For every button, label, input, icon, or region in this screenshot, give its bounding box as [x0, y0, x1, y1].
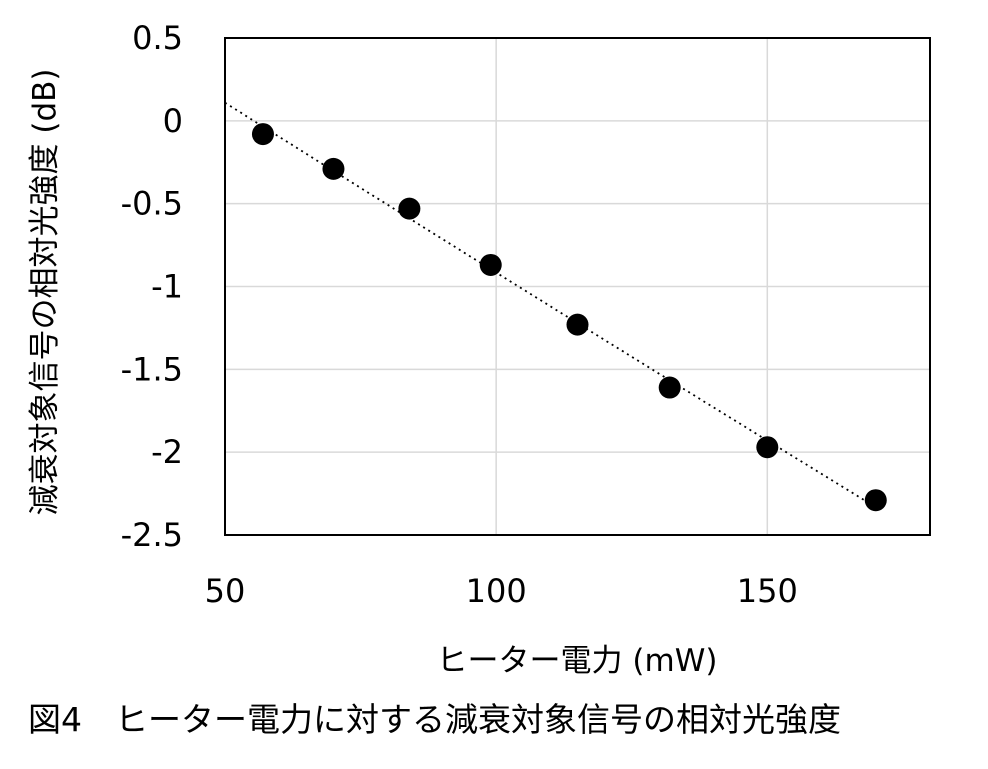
y-tick-label: -2 — [151, 433, 183, 471]
data-point — [864, 489, 887, 512]
y-tick-label: -1 — [151, 268, 183, 306]
x-axis-label: ヒーター電力 (mW) — [437, 643, 718, 679]
data-points — [251, 123, 887, 512]
data-point — [322, 157, 345, 180]
y-tick-label: 0.5 — [132, 19, 183, 57]
y-axis-label: 減衰対象信号の相対光強度 (dB) — [27, 69, 63, 516]
chart: 0.5 0 -0.5 -1 -1.5 -2 -2.5 50 100 150 ヒーター電力 (mW… — [27, 19, 931, 679]
x-tick-label: 50 — [205, 572, 246, 610]
figure-caption: 図4 ヒーター電力に対する減衰対象信号の相対光強度 — [28, 700, 841, 739]
x-tick-label: 150 — [737, 572, 798, 610]
y-tick-label: 0 — [163, 102, 183, 140]
y-tick-labels: 0.5 0 -0.5 -1 -1.5 -2 -2.5 — [121, 19, 183, 554]
data-point — [658, 376, 681, 399]
data-point — [479, 253, 502, 276]
data-point — [756, 436, 779, 459]
x-tick-labels: 50 100 150 — [205, 572, 798, 610]
data-point — [251, 123, 274, 146]
x-tick-label: 100 — [466, 572, 527, 610]
plot-frame — [224, 37, 931, 536]
y-tick-label: -1.5 — [121, 350, 183, 388]
y-tick-label: -0.5 — [121, 185, 183, 223]
data-point — [566, 313, 589, 336]
grid-lines — [224, 37, 930, 536]
y-tick-label: -2.5 — [121, 516, 183, 554]
data-point — [398, 197, 421, 220]
